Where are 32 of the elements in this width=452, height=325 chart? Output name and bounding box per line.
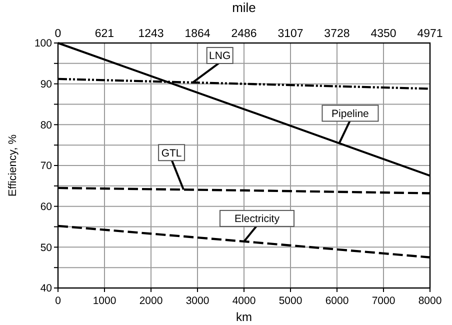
x2-tick-label: 1864 <box>184 28 211 40</box>
x-tick-label: 2000 <box>139 295 163 307</box>
x-tick-label: 3000 <box>186 295 210 307</box>
x2-tick-label: 4350 <box>370 28 396 40</box>
x2-axis-title: mile <box>232 0 256 15</box>
x-tick-label: 1000 <box>92 295 116 307</box>
series-label: Electricity <box>234 213 280 226</box>
y-tick-label: 90 <box>40 78 52 91</box>
x-tick-label: 7000 <box>372 295 396 307</box>
x-tick-label: 8000 <box>418 295 442 307</box>
series-label: Pipeline <box>332 108 370 120</box>
x-tick-label: 6000 <box>325 295 349 307</box>
y-tick-label: 100 <box>34 38 52 50</box>
y-axis-title: Efficiency, % <box>7 134 19 196</box>
y-tick-label: 60 <box>40 201 52 214</box>
y-tick-label: 70 <box>40 160 52 172</box>
x2-tick-label: 621 <box>94 28 114 40</box>
series-label: LNG <box>209 50 231 62</box>
x-tick-label: 0 <box>55 295 62 307</box>
x2-tick-label: 3107 <box>278 28 304 40</box>
text: GTL <box>161 147 182 160</box>
x2-tick-label: 0 <box>54 28 62 40</box>
x2-tick-label: 2486 <box>231 28 257 40</box>
x-tick-label: 4000 <box>232 295 256 307</box>
y-tick-label: 40 <box>40 282 52 295</box>
y-tick-label: 80 <box>40 119 52 132</box>
x2-tick-label: 4971 <box>417 28 443 40</box>
x-axis-title: km <box>236 310 252 324</box>
x2-tick-label: 1243 <box>138 28 164 40</box>
x2-tick-label: 3728 <box>324 28 350 40</box>
x-tick-label: 5000 <box>278 295 302 307</box>
y-tick-label: 50 <box>40 242 52 254</box>
